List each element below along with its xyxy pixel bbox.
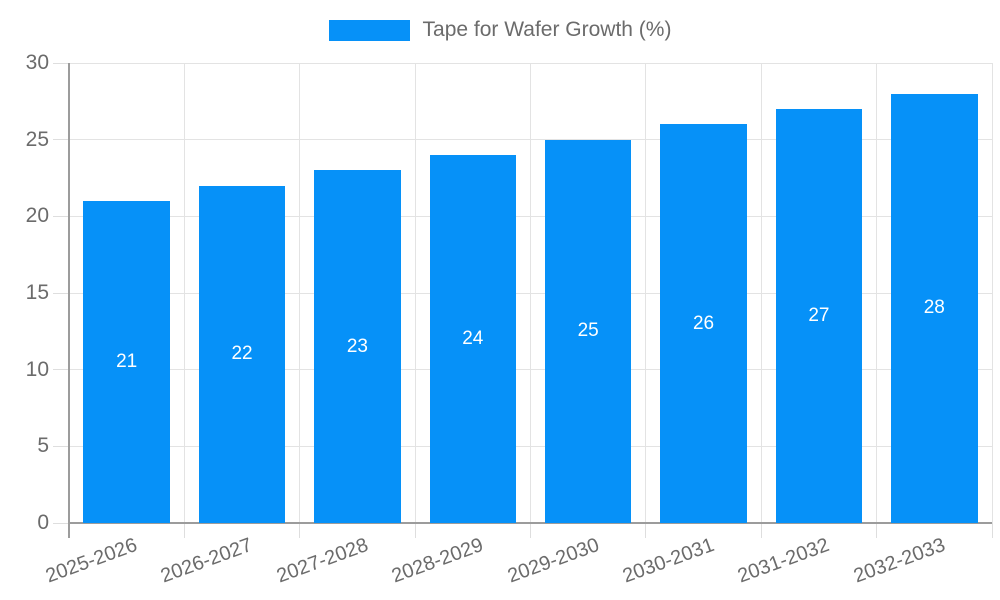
x-tick bbox=[183, 523, 185, 538]
y-tick bbox=[53, 139, 69, 141]
bar bbox=[544, 139, 632, 523]
x-tick bbox=[414, 523, 416, 538]
y-tick bbox=[53, 369, 69, 371]
y-axis-line bbox=[68, 63, 70, 538]
legend-label: Tape for Wafer Growth (%) bbox=[422, 18, 672, 41]
x-axis-line bbox=[68, 522, 992, 524]
x-gridline bbox=[991, 63, 993, 523]
bar-value-label: 21 bbox=[116, 351, 138, 372]
x-tick bbox=[645, 523, 647, 538]
y-tick-label: 15 bbox=[25, 281, 49, 304]
bar-value-label: 27 bbox=[808, 305, 830, 326]
x-tick-label: 2029-2030 bbox=[504, 534, 602, 588]
x-tick-label: 2031-2032 bbox=[735, 534, 833, 588]
bar-value-label: 23 bbox=[346, 335, 368, 357]
y-tick-label: 25 bbox=[25, 127, 49, 151]
bar bbox=[891, 93, 978, 523]
y-tick bbox=[53, 62, 69, 64]
bar bbox=[314, 170, 401, 523]
x-tick bbox=[876, 523, 878, 538]
x-tick-label: 2026-2027 bbox=[158, 534, 256, 588]
x-tick-label: 2028-2029 bbox=[388, 534, 487, 588]
x-gridline bbox=[760, 63, 762, 523]
y-tick-label: 0 bbox=[37, 511, 49, 534]
x-gridline bbox=[414, 63, 416, 523]
x-tick-label: 2032-2033 bbox=[850, 534, 948, 588]
x-tick bbox=[299, 523, 301, 538]
x-tick bbox=[991, 523, 993, 538]
x-tick-label: 2027-2028 bbox=[273, 534, 371, 588]
bar bbox=[83, 201, 170, 523]
bar bbox=[429, 155, 517, 523]
legend-swatch bbox=[328, 19, 410, 41]
y-tick bbox=[53, 292, 69, 294]
bar-value-label: 24 bbox=[462, 328, 484, 349]
bar-value-label: 22 bbox=[231, 343, 253, 365]
y-tick-label: 30 bbox=[25, 51, 49, 74]
y-tick bbox=[53, 522, 69, 524]
legend-item[interactable]: Tape for Wafer Growth (%) bbox=[0, 18, 1000, 42]
y-tick bbox=[53, 215, 69, 217]
x-tick-label: 2030-2031 bbox=[619, 534, 718, 588]
x-gridline bbox=[876, 63, 878, 523]
x-tick bbox=[530, 523, 531, 538]
x-gridline bbox=[645, 63, 647, 523]
bar bbox=[775, 109, 863, 523]
x-gridline bbox=[183, 63, 185, 523]
x-gridline bbox=[299, 63, 301, 523]
bar-value-label: 28 bbox=[923, 297, 945, 319]
bar bbox=[198, 185, 286, 523]
y-tick bbox=[53, 445, 69, 447]
x-tick bbox=[760, 523, 762, 538]
x-tick-label: 2025-2026 bbox=[42, 534, 141, 588]
bar-value-label: 25 bbox=[577, 320, 599, 342]
y-tick-label: 20 bbox=[25, 204, 49, 228]
bar-value-label: 26 bbox=[692, 312, 715, 334]
bar bbox=[660, 124, 747, 523]
y-tick-label: 5 bbox=[37, 434, 49, 458]
x-gridline bbox=[530, 63, 531, 523]
y-tick-label: 10 bbox=[25, 357, 49, 381]
